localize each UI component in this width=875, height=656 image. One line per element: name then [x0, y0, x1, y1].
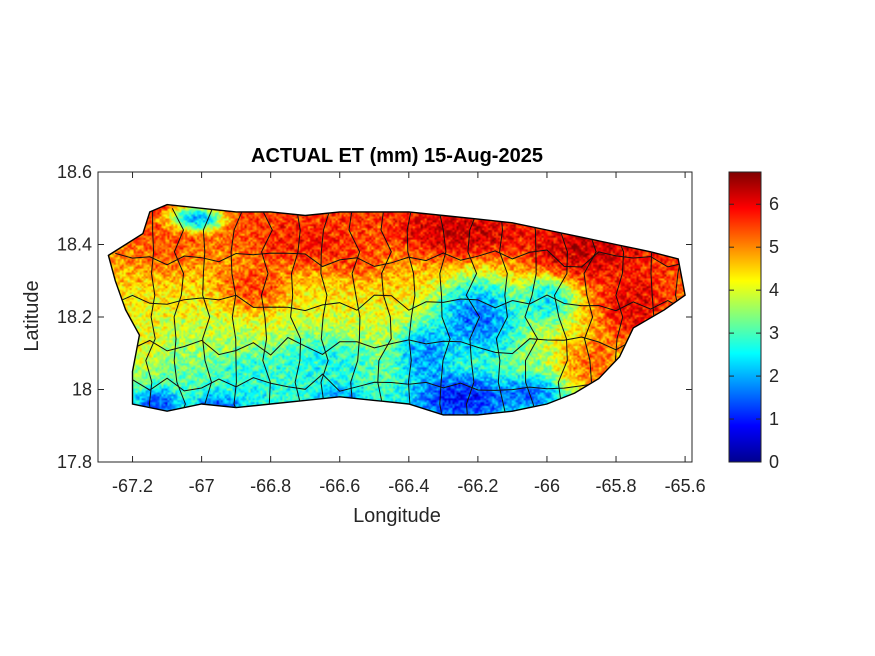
municipality-boundary — [377, 208, 392, 415]
y-tick-label: 18.2 — [57, 307, 92, 327]
municipality-boundary — [115, 249, 686, 268]
y-axis-ticks: 17.8 18 18.2 18.4 18.6 — [57, 162, 692, 472]
municipality-boundary — [438, 208, 451, 415]
municipality-boundary — [290, 208, 302, 415]
municipality-boundary — [202, 208, 215, 415]
municipality-boundary — [230, 208, 244, 415]
x-tick-label: -67.2 — [112, 476, 153, 496]
municipality-boundary — [320, 208, 331, 415]
x-tick-label: -65.6 — [665, 476, 706, 496]
municipality-boundary — [465, 208, 481, 415]
x-axis-ticks: -67.2 -67 -66.8 -66.6 -66.4 -66.2 -66 -65.8 -65.… — [112, 172, 706, 496]
colorbar-tick-label: 1 — [769, 409, 779, 429]
colorbar-tick-label: 3 — [769, 323, 779, 343]
x-tick-label: -67 — [189, 476, 215, 496]
chart-title: ACTUAL ET (mm) 15-Aug-2025 — [251, 145, 543, 167]
x-tick-label: -66.6 — [319, 476, 360, 496]
colorbar-tick-label: 4 — [769, 280, 779, 300]
colorbar-tick-label: 2 — [769, 366, 779, 386]
y-axis-label: Latitude — [21, 280, 43, 351]
municipality-boundary — [348, 208, 361, 415]
municipality-boundary — [171, 208, 186, 415]
colorbar-ticks: 0 1 2 3 4 5 6 — [729, 194, 779, 472]
y-tick-label: 18 — [72, 380, 92, 400]
x-tick-label: -66.8 — [250, 476, 291, 496]
municipality-boundary — [524, 208, 539, 415]
municipality-boundary — [115, 294, 686, 312]
island-outline — [107, 203, 686, 416]
colorbar-tick-label: 0 — [769, 452, 779, 472]
colorbar-tick-label: 5 — [769, 237, 779, 257]
colorbar — [728, 171, 762, 463]
x-tick-label: -65.8 — [596, 476, 637, 496]
municipality-boundary — [115, 336, 686, 356]
municipality-boundary — [553, 208, 568, 415]
x-axis-label: Longitude — [353, 505, 441, 527]
y-tick-label: 18.6 — [57, 162, 92, 182]
y-tick-label: 18.4 — [57, 235, 92, 255]
municipality-boundary — [495, 208, 509, 415]
x-tick-label: -66 — [534, 476, 560, 496]
y-tick-label: 17.8 — [57, 452, 92, 472]
x-tick-label: -66.2 — [457, 476, 498, 496]
municipality-boundary — [406, 208, 416, 415]
x-tick-label: -66.4 — [388, 476, 429, 496]
colorbar-tick-label: 6 — [769, 194, 779, 214]
municipality-boundary — [260, 208, 273, 415]
